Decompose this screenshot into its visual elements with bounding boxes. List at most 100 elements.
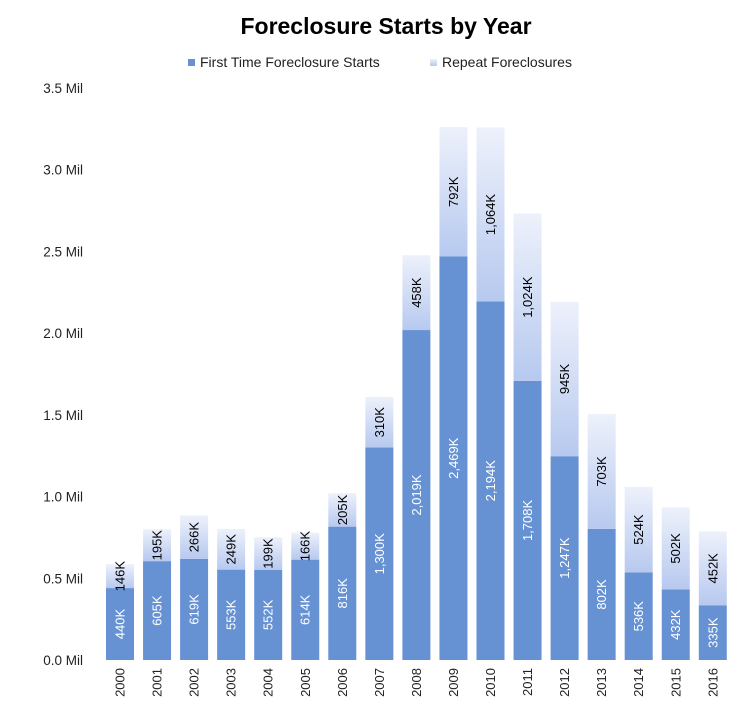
legend-swatch-repeat bbox=[430, 59, 437, 66]
bar-repeat bbox=[402, 255, 431, 331]
data-label-first-time: 2,019K bbox=[409, 474, 424, 516]
bar-first-time bbox=[624, 572, 653, 660]
bar-repeat bbox=[476, 127, 505, 302]
data-label-first-time: 605K bbox=[150, 595, 165, 626]
data-label-repeat: 249K bbox=[224, 534, 239, 565]
x-tick-label: 2003 bbox=[224, 668, 239, 697]
x-tick-label: 2011 bbox=[520, 668, 535, 696]
x-tick-label: 2015 bbox=[668, 668, 683, 697]
data-label-repeat: 703K bbox=[594, 456, 609, 487]
data-label-first-time: 802K bbox=[594, 579, 609, 610]
data-label-first-time: 335K bbox=[705, 617, 720, 648]
bar-repeat bbox=[291, 532, 320, 560]
bar-repeat bbox=[143, 529, 172, 562]
data-label-first-time: 1,708K bbox=[520, 500, 535, 542]
data-label-first-time: 816K bbox=[335, 578, 350, 609]
data-label-first-time: 1,247K bbox=[557, 537, 572, 579]
data-label-first-time: 2,194K bbox=[483, 460, 498, 502]
bar-repeat bbox=[624, 486, 653, 573]
data-label-first-time: 553K bbox=[224, 599, 239, 630]
data-label-first-time: 619K bbox=[187, 594, 202, 625]
y-tick-label: 3.5 Mil bbox=[43, 81, 83, 96]
data-label-repeat: 146K bbox=[113, 561, 128, 592]
bar-first-time bbox=[550, 456, 579, 660]
data-label-repeat: 1,024K bbox=[520, 276, 535, 318]
data-label-repeat: 945K bbox=[557, 363, 572, 394]
data-label-first-time: 2,469K bbox=[446, 437, 461, 479]
y-tick-label: 3.0 Mil bbox=[43, 163, 83, 178]
bar-repeat bbox=[106, 564, 134, 589]
bar-first-time bbox=[291, 559, 320, 660]
data-label-repeat: 1,064K bbox=[483, 194, 498, 236]
x-tick-label: 2012 bbox=[557, 668, 572, 697]
y-tick-label: 1.0 Mil bbox=[43, 490, 83, 505]
data-label-repeat: 458K bbox=[409, 277, 424, 308]
data-label-repeat: 524K bbox=[631, 514, 646, 545]
bars: 440K 146K 605K 195K 619K 266K 553K 249K 552K 199K… bbox=[106, 127, 727, 660]
data-label-repeat: 195K bbox=[150, 530, 165, 561]
x-tick-label: 2010 bbox=[483, 668, 498, 697]
bar-repeat bbox=[587, 414, 616, 529]
bar-first-time bbox=[180, 558, 209, 660]
bar-first-time bbox=[143, 561, 172, 660]
x-tick-label: 2008 bbox=[409, 668, 424, 697]
bar-repeat bbox=[698, 531, 727, 606]
y-tick-label: 2.5 Mil bbox=[43, 244, 83, 259]
data-label-repeat: 166K bbox=[298, 531, 313, 562]
bar-repeat bbox=[180, 515, 209, 559]
bar-first-time bbox=[106, 588, 134, 660]
bar-first-time bbox=[476, 301, 505, 660]
x-tick-label: 2002 bbox=[187, 668, 202, 697]
x-tick-label: 2009 bbox=[446, 668, 461, 697]
data-label-first-time: 536K bbox=[631, 601, 646, 632]
data-label-first-time: 614K bbox=[298, 594, 313, 625]
x-axis: 2000 2001 2002 2003 2004 2005 2006 2007 2008 2009… bbox=[113, 668, 721, 697]
bar-first-time bbox=[587, 528, 616, 660]
data-label-repeat: 205K bbox=[335, 494, 350, 525]
y-axis: 0.0 Mil 0.5 Mil 1.0 Mil 1.5 Mil 2.0 Mil 2.5 M… bbox=[43, 81, 83, 668]
bar-repeat bbox=[365, 396, 394, 448]
bar-first-time bbox=[661, 589, 690, 660]
x-tick-label: 2007 bbox=[372, 668, 387, 697]
bar-repeat bbox=[661, 507, 690, 590]
bar-repeat bbox=[254, 537, 283, 570]
bar-first-time bbox=[698, 605, 727, 660]
data-label-repeat: 502K bbox=[668, 533, 683, 564]
bar-first-time bbox=[328, 526, 357, 660]
legend-label-repeat: Repeat Foreclosures bbox=[442, 54, 572, 70]
data-label-first-time: 552K bbox=[261, 599, 276, 630]
data-label-repeat: 452K bbox=[705, 553, 720, 584]
x-tick-label: 2004 bbox=[261, 668, 276, 697]
bar-repeat bbox=[217, 528, 246, 570]
y-tick-label: 2.0 Mil bbox=[43, 326, 83, 341]
bar-first-time bbox=[439, 256, 468, 660]
bar-first-time bbox=[254, 569, 283, 660]
x-tick-label: 2001 bbox=[150, 668, 165, 697]
y-tick-label: 0.0 Mil bbox=[43, 653, 83, 668]
data-label-repeat: 199K bbox=[261, 538, 276, 569]
y-tick-label: 0.5 Mil bbox=[43, 571, 83, 586]
bar-repeat bbox=[513, 213, 542, 381]
data-label-first-time: 432K bbox=[668, 609, 683, 640]
data-label-repeat: 792K bbox=[446, 176, 461, 207]
chart-title: Foreclosure Starts by Year bbox=[240, 13, 531, 39]
bar-first-time bbox=[217, 569, 246, 660]
x-tick-label: 2016 bbox=[705, 668, 720, 697]
y-tick-label: 1.5 Mil bbox=[43, 408, 83, 423]
legend-label-first-time: First Time Foreclosure Starts bbox=[200, 54, 380, 70]
x-tick-label: 2014 bbox=[631, 668, 646, 697]
data-label-repeat: 266K bbox=[187, 522, 202, 553]
data-label-first-time: 440K bbox=[113, 609, 128, 640]
legend: First Time Foreclosure Starts Repeat For… bbox=[188, 54, 572, 70]
x-tick-label: 2005 bbox=[298, 668, 313, 697]
bar-repeat bbox=[439, 127, 468, 257]
x-tick-label: 2000 bbox=[113, 668, 128, 697]
bar-repeat bbox=[550, 301, 579, 457]
bar-first-time bbox=[513, 380, 542, 660]
bar-repeat bbox=[328, 493, 357, 527]
x-tick-label: 2006 bbox=[335, 668, 350, 697]
x-tick-label: 2013 bbox=[594, 668, 609, 697]
data-label-first-time: 1,300K bbox=[372, 533, 387, 575]
data-label-repeat: 310K bbox=[372, 407, 387, 438]
